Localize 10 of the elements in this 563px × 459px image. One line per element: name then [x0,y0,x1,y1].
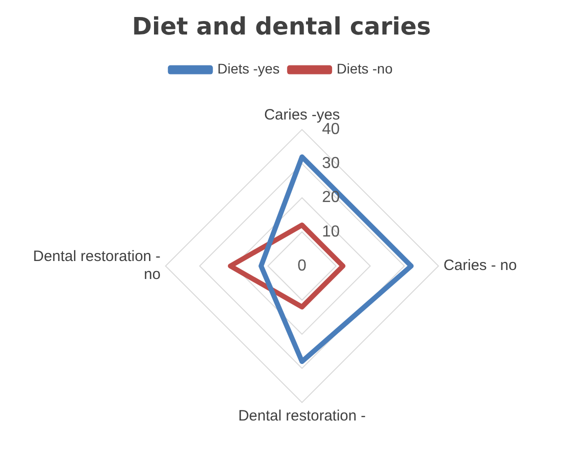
y-tick-label: 30 [322,155,340,172]
spoke-label: Caries - no [443,257,517,274]
y-tick-label: 0 [298,257,307,274]
y-tick-label: 20 [322,189,340,206]
chart-title: Diet and dental caries [132,12,431,41]
legend-label: Diets -yes [217,60,280,77]
spoke-label: Dental restoration - [238,408,366,425]
y-tick-label: 10 [322,223,340,240]
legend-label: Diets -no [336,60,393,77]
spoke-label: Dental restoration - no [32,248,161,284]
